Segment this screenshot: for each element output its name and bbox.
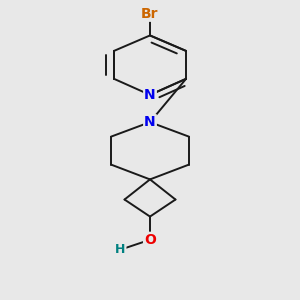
- Text: H: H: [115, 243, 125, 256]
- Text: O: O: [144, 233, 156, 247]
- Text: Br: Br: [141, 7, 159, 21]
- Text: N: N: [144, 88, 156, 102]
- Text: N: N: [144, 115, 156, 129]
